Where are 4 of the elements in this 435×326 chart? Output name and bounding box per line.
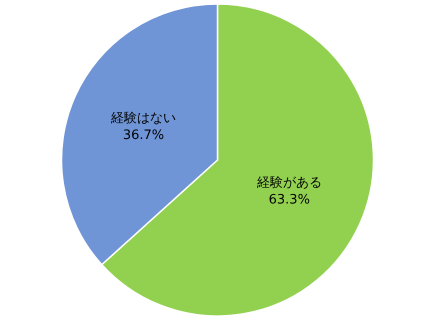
- slice-label: 経験がある: [256, 176, 322, 191]
- slice-label: 経験はない: [110, 110, 176, 126]
- data-label: 36.7%: [122, 128, 164, 143]
- data-label: 63.3%: [268, 192, 310, 208]
